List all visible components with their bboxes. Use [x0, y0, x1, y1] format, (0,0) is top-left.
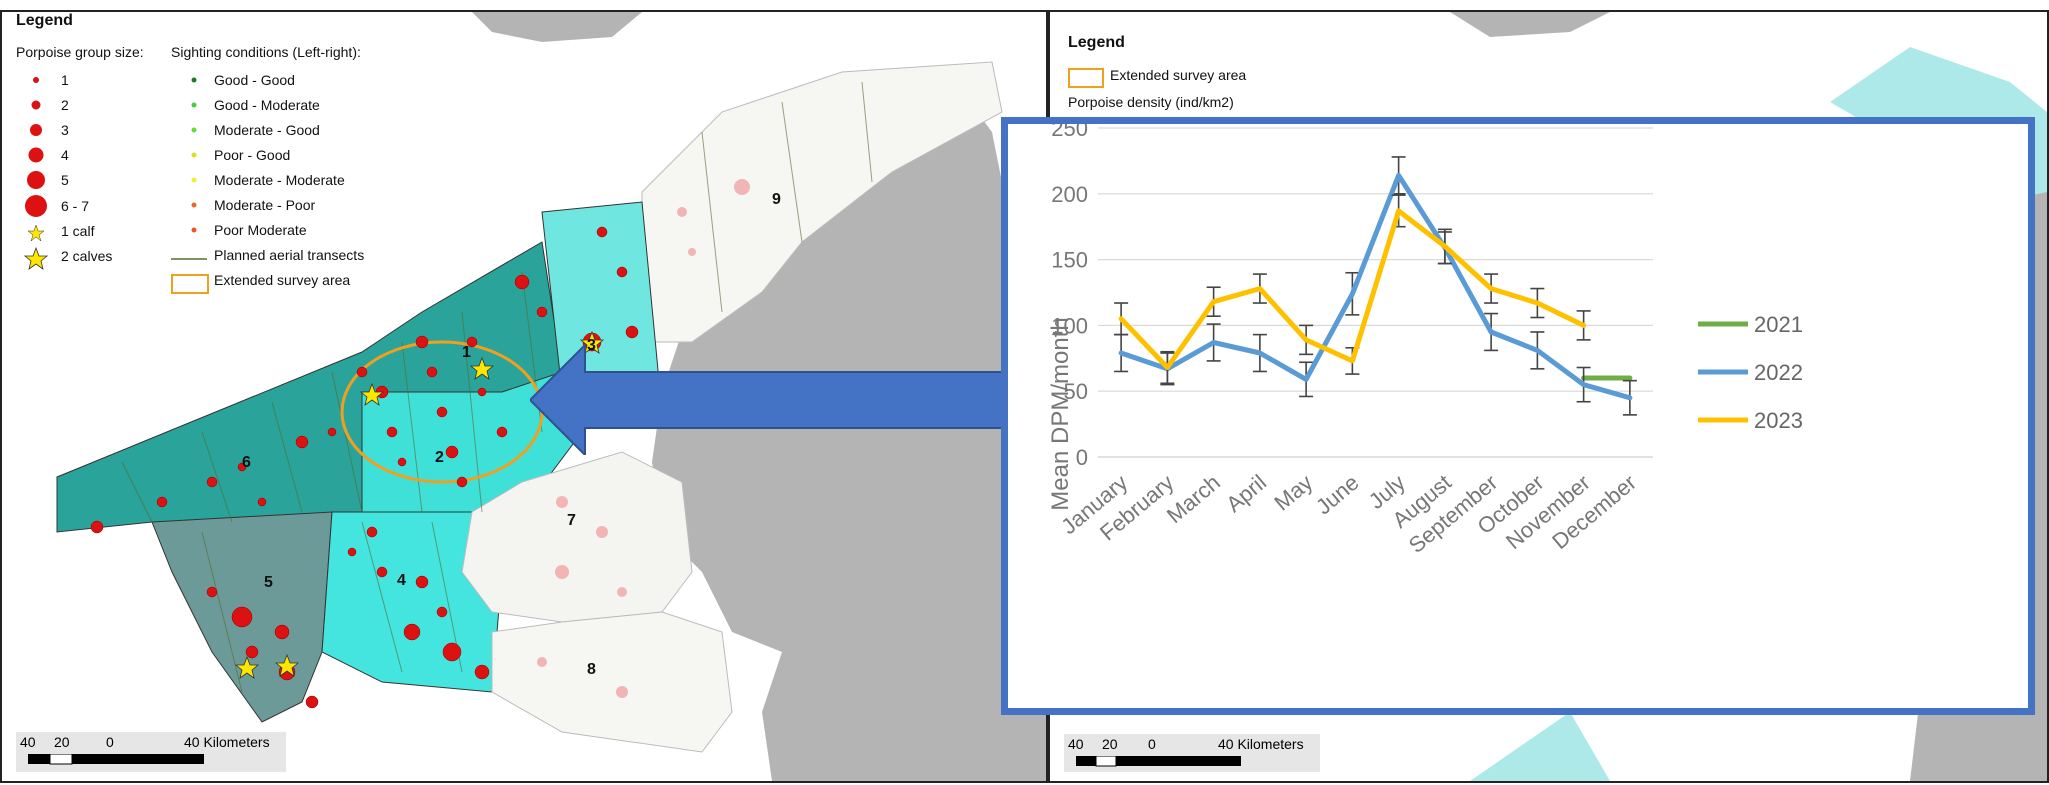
zone-label-1: 1 [462, 344, 471, 361]
group-size-6-7: 6 - 7 [61, 198, 90, 214]
right-density-south [1470, 712, 1610, 781]
scale-tick-km: 40 Kilometers [184, 734, 270, 750]
scale-graphic [28, 754, 204, 765]
right-legend: Legend Extended survey area Porpoise den… [1068, 34, 1368, 124]
group-size-1-calf: 1 calf [61, 223, 95, 239]
conditions-title: Sighting conditions (Left-right): [171, 44, 361, 60]
legend-label-2021: 2021 [1754, 312, 1803, 337]
zone-9 [641, 61, 1003, 343]
porpoise-sightings [90, 226, 639, 709]
y-tick-label-0: 0 [1076, 445, 1088, 470]
zone-8 [491, 611, 733, 753]
zone-label-6: 6 [242, 454, 251, 471]
condition-moderate-poor: Moderate - Poor [214, 197, 316, 213]
condition-moderate-moderate: Moderate - Moderate [214, 172, 345, 188]
dpm-line-chart: Mean DPM/month 0 50 100 150 200 250 JanuaryFe… [1047, 124, 1803, 558]
chart-y-ticks: 0 50 100 150 200 250 [1051, 124, 1088, 470]
y-axis-title: Mean DPM/month [1047, 317, 1074, 510]
group-size-4: 4 [61, 147, 69, 163]
callout-arrow [530, 345, 1006, 455]
y-tick-label-100: 100 [1051, 313, 1088, 338]
survey-area-label: Extended survey area [214, 272, 351, 288]
right-legend-title: Legend [1068, 34, 1125, 51]
zone-label-8: 8 [587, 661, 596, 678]
condition-good-moderate: Good - Moderate [214, 97, 320, 113]
right-scale-graphic [1076, 756, 1241, 767]
zone-label-3: 3 [587, 337, 596, 354]
right-scale-tick-km: 40 Kilometers [1218, 736, 1304, 752]
x-tick-label-june: June [1311, 470, 1364, 520]
zone-label-9: 9 [772, 191, 781, 208]
condition-symbols [191, 77, 197, 233]
right-scale-tick-40: 40 [1068, 736, 1084, 752]
zone-7 [461, 451, 693, 623]
faded-sightings [537, 179, 750, 698]
group-size-2-calves: 2 calves [61, 248, 113, 264]
right-scale-bar: 40 20 0 40 Kilometers [1064, 734, 1320, 772]
group-size-2: 2 [61, 97, 69, 113]
group-size-title: Porpoise group size: [16, 44, 144, 60]
legend-label-2023: 2023 [1754, 408, 1803, 433]
condition-good-good: Good - Good [214, 72, 295, 88]
scale-tick-0: 0 [106, 734, 114, 750]
series-line-2023 [1118, 208, 1587, 370]
right-scale-tick-20: 20 [1102, 736, 1118, 752]
condition-poor-moderate: Poor Moderate [214, 222, 307, 238]
transects-label: Planned aerial transects [214, 247, 365, 263]
y-tick-label-150: 150 [1051, 248, 1088, 273]
dpm-chart-inset: Mean DPM/month 0 50 100 150 200 250 January Fe… [1001, 117, 2035, 715]
calf-stars [234, 330, 605, 679]
right-survey-swatch [1068, 68, 1104, 88]
scale-tick-40: 40 [20, 734, 36, 750]
survey-area-swatch [171, 274, 209, 294]
chart-gridlines [1098, 127, 1653, 458]
group-size-symbols [23, 77, 49, 270]
scale-tick-20: 20 [54, 734, 70, 750]
transect-line-symbol [171, 258, 207, 260]
y-tick-label-200: 200 [1051, 182, 1088, 207]
y-tick-label-50: 50 [1064, 379, 1088, 404]
x-tick-label-march: March [1162, 470, 1225, 528]
zone-label-4: 4 [397, 572, 406, 589]
x-tick-label-may: May [1269, 470, 1317, 516]
right-density-label: Porpoise density (ind/km2) [1068, 94, 1234, 110]
right-survey-label: Extended survey area [1110, 67, 1247, 83]
left-scale-bar: 40 20 0 40 Kilometers [16, 732, 286, 772]
x-tick-label-april: April [1221, 470, 1271, 517]
group-size-5: 5 [61, 172, 69, 188]
zone-label-2: 2 [435, 449, 444, 466]
right-land-north [1450, 12, 1610, 37]
chart-series [1114, 156, 1637, 416]
left-legend-title: Legend [16, 12, 73, 29]
condition-moderate-good: Moderate - Good [214, 122, 320, 138]
series-line-2022 [1118, 172, 1633, 401]
right-scale-tick-0: 0 [1148, 736, 1156, 752]
y-tick-label-250: 250 [1051, 124, 1088, 141]
group-size-1: 1 [61, 72, 69, 88]
left-legend: Legend Porpoise group size: Sighting con… [16, 12, 406, 312]
land-north [472, 12, 642, 42]
group-size-3: 3 [61, 122, 69, 138]
zone-label-7: 7 [567, 512, 576, 529]
condition-poor-good: Poor - Good [214, 147, 291, 163]
chart-legend: 2021 2022 2023 [1698, 312, 1803, 433]
zone-label-5: 5 [264, 574, 273, 591]
legend-label-2022: 2022 [1754, 360, 1803, 385]
